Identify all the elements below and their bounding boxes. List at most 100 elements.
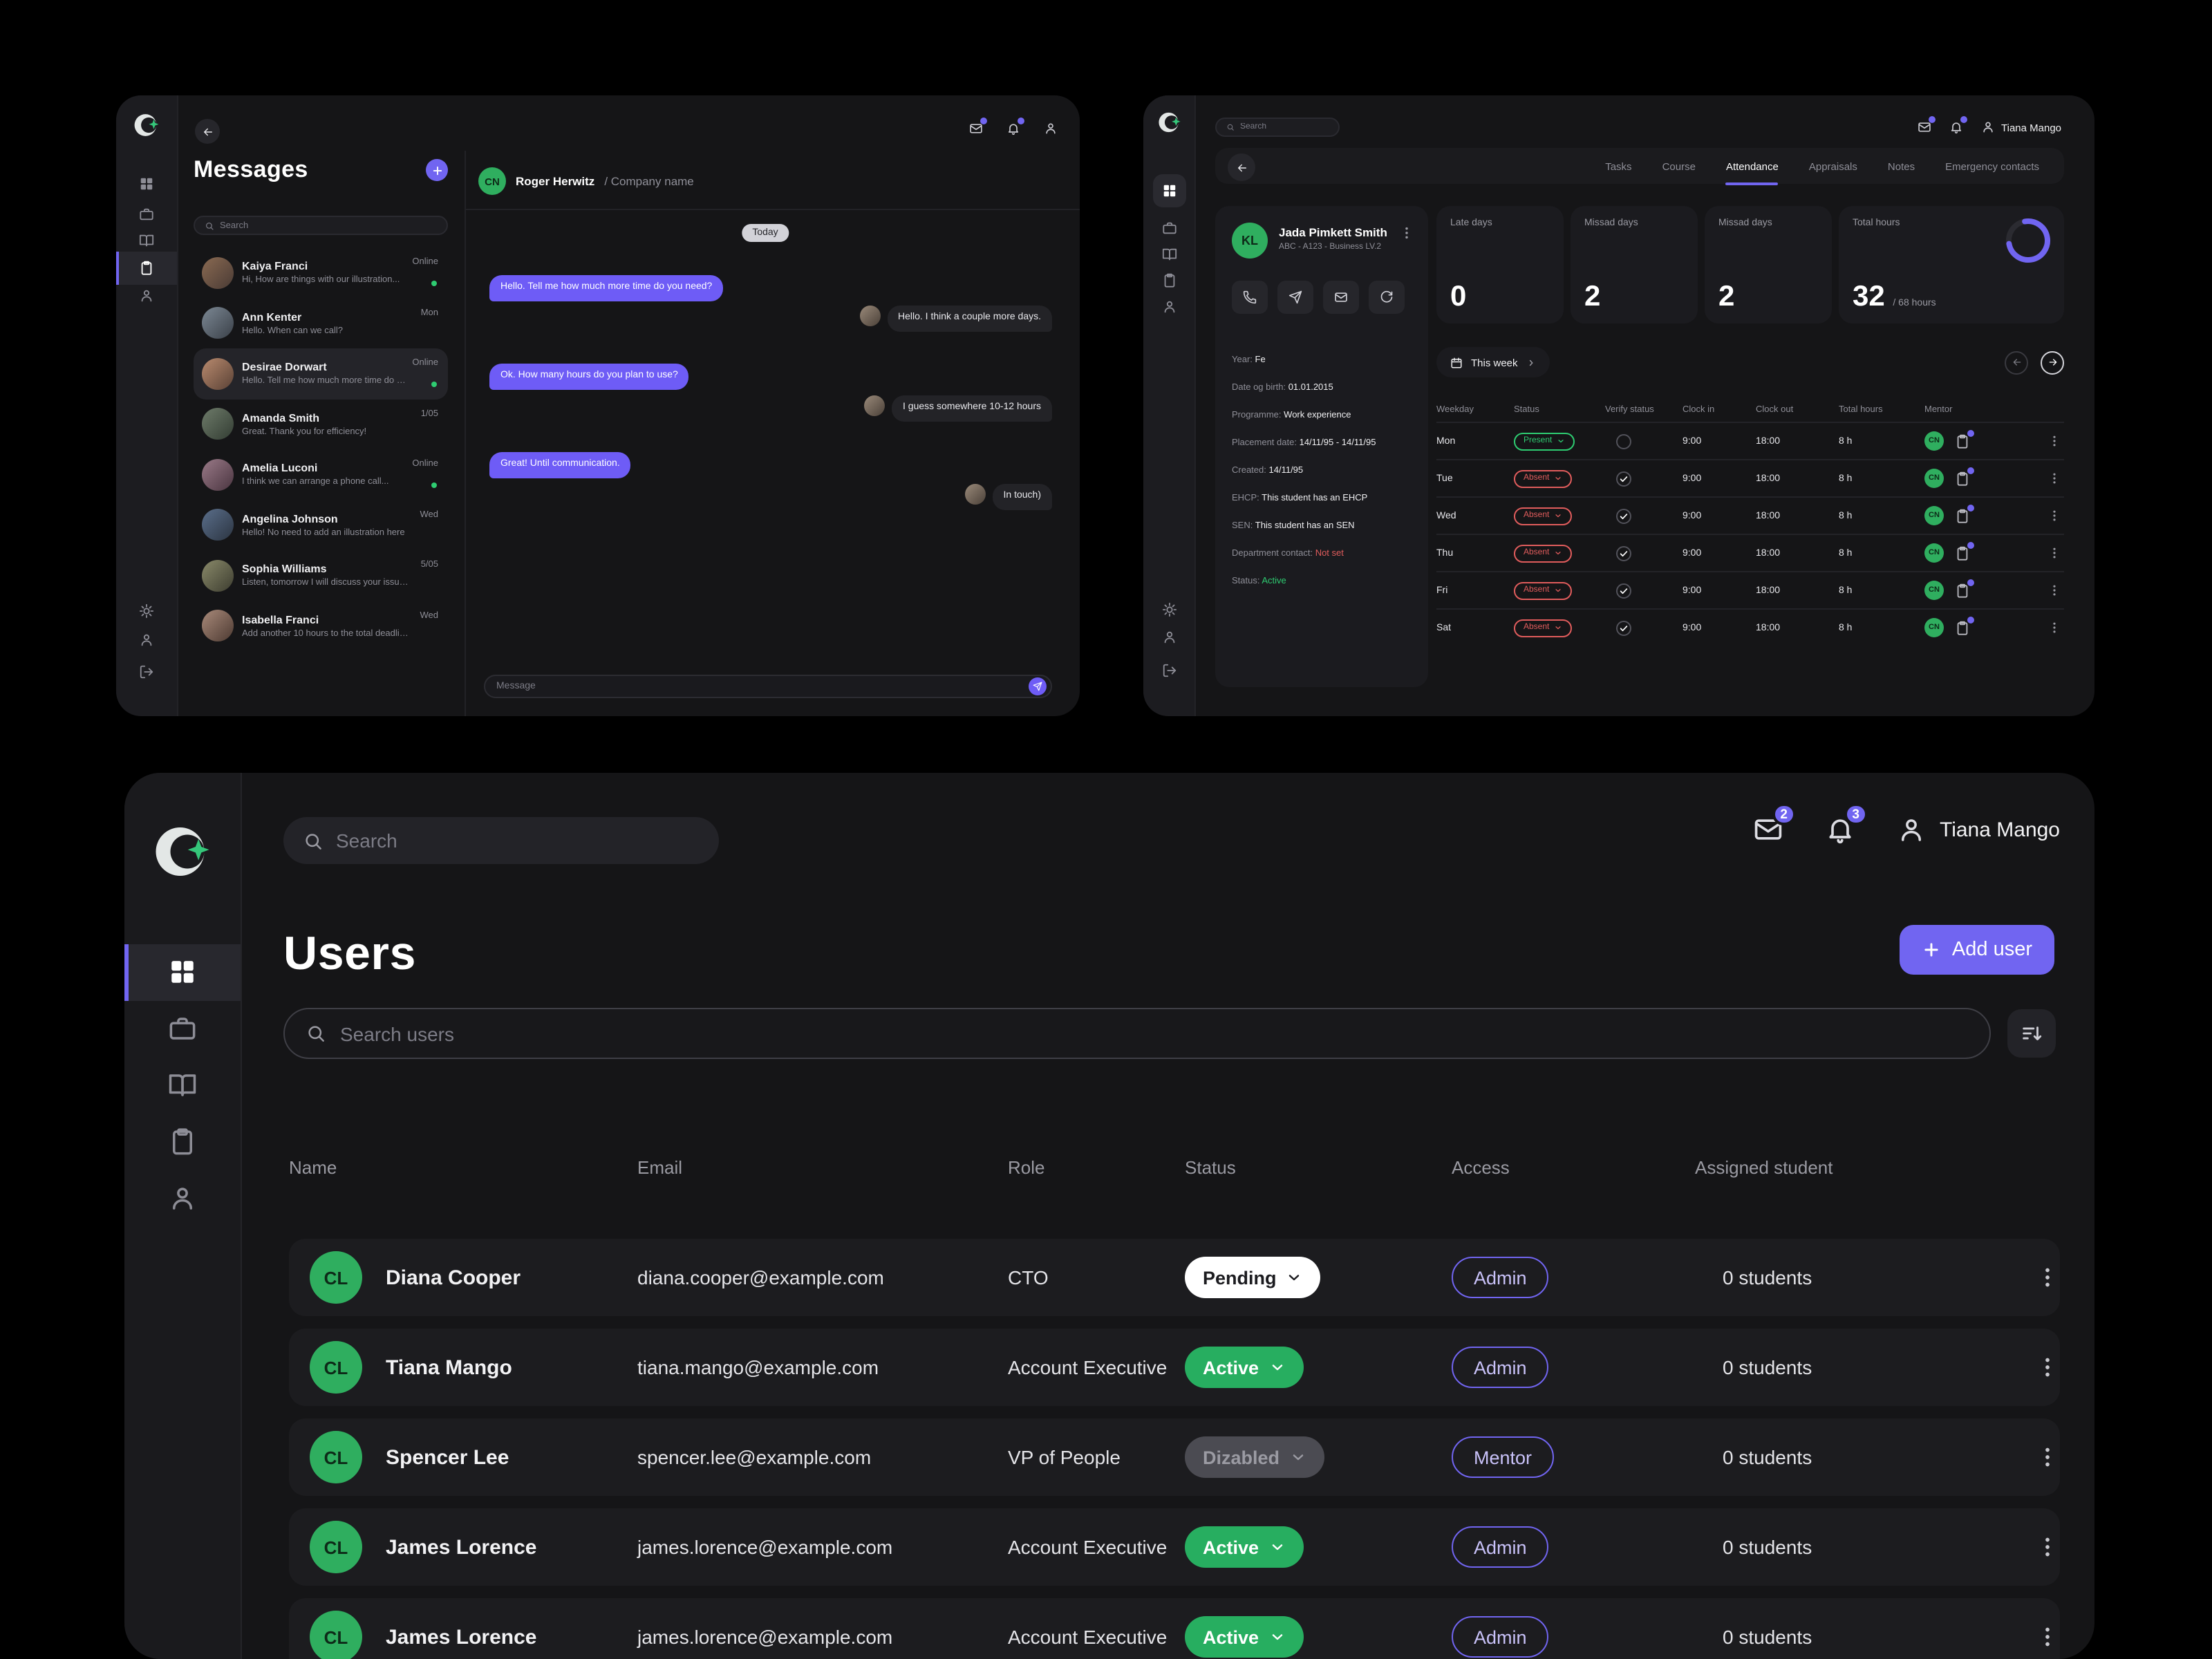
conversations-search[interactable] [194,216,448,235]
new-message-button[interactable] [426,159,448,181]
status-dropdown[interactable]: Active [1185,1347,1304,1388]
mail-button[interactable]: 2 [1753,803,1796,845]
conversation-item[interactable]: Amanda Smith Great. Thank you for efficie… [194,399,448,449]
back-button[interactable] [1228,153,1255,181]
email-button[interactable] [1323,281,1359,314]
verify-checkbox-checked[interactable] [1616,545,1631,561]
users-search-input[interactable] [340,1022,1969,1044]
conversation-item[interactable]: Ann Kenter Hello. When can we call? Mon [194,298,448,348]
conversation-item[interactable]: Isabella Franci Add another 10 hours to t… [194,601,448,651]
users-search[interactable] [283,1008,1991,1059]
status-dropdown[interactable]: Absent [1514,619,1572,637]
next-week-button[interactable] [2041,350,2064,374]
sidebar-item-courses[interactable] [139,233,154,248]
sidebar-item-jobs[interactable] [1161,221,1177,236]
status-dropdown[interactable]: Absent [1514,544,1572,562]
status-dropdown[interactable]: Absent [1514,507,1572,525]
dots-vertical-icon[interactable] [1399,225,1414,241]
access-badge[interactable]: Mentor [1452,1436,1555,1478]
sidebar-item-jobs[interactable] [168,1014,197,1043]
message-button[interactable] [1277,281,1313,314]
row-menu-button[interactable] [2035,1624,2060,1649]
sidebar-item-settings[interactable] [1161,602,1177,617]
schedule-button[interactable] [1955,541,1974,561]
row-menu-button[interactable] [2035,1445,2060,1470]
sidebar-item-students[interactable] [168,1184,197,1213]
conversation-item-selected[interactable]: Desirae Dorwart Hello. Tell me how much m… [194,348,448,399]
message-input[interactable] [496,682,1023,691]
row-menu-button[interactable] [2047,621,2061,635]
previous-week-button[interactable] [2005,350,2028,374]
schedule-button[interactable] [1955,429,1974,449]
sidebar-item-profile[interactable] [139,632,154,648]
sidebar-item-logout[interactable] [139,664,154,679]
profile-button[interactable]: Tiana Mango [1897,815,2060,844]
sidebar-item-dashboard[interactable] [168,957,197,986]
sidebar-item-logout[interactable] [1161,663,1177,678]
global-search[interactable] [1215,118,1340,137]
notifications-button[interactable] [1949,116,1967,134]
sidebar-item-dashboard[interactable] [1161,183,1177,198]
sort-button[interactable] [2007,1009,2056,1058]
schedule-button[interactable] [1955,579,1974,598]
schedule-button[interactable] [1955,467,1974,486]
schedule-button[interactable] [1955,504,1974,523]
verify-checkbox-checked[interactable] [1616,471,1631,486]
access-badge[interactable]: Admin [1452,1616,1549,1658]
sidebar-item-profile[interactable] [1161,630,1177,645]
status-dropdown[interactable]: Dizabled [1185,1436,1324,1478]
sidebar-item-jobs[interactable] [139,207,154,222]
row-menu-button[interactable] [2035,1265,2060,1290]
tab-emergency-contacts[interactable]: Emergency contacts [1945,160,2039,172]
add-user-button[interactable]: Add user [1899,925,2054,975]
status-dropdown[interactable]: Active [1185,1526,1304,1568]
access-badge[interactable]: Admin [1452,1257,1549,1298]
schedule-button[interactable] [1955,616,1974,635]
verify-checkbox-checked[interactable] [1616,508,1631,523]
mail-button[interactable] [969,118,987,135]
back-button[interactable] [195,119,220,144]
row-menu-button[interactable] [2047,434,2061,448]
row-menu-button[interactable] [2047,471,2061,485]
access-badge[interactable]: Admin [1452,1526,1549,1568]
call-button[interactable] [1232,281,1268,314]
verify-checkbox-unchecked[interactable] [1616,433,1631,449]
send-button[interactable] [1029,677,1047,695]
status-dropdown[interactable]: Absent [1514,581,1572,599]
notifications-button[interactable]: 3 [1825,803,1868,845]
conversation-item[interactable]: Amelia Luconi I think we can arrange a ph… [194,449,448,500]
search-input[interactable] [336,830,700,852]
status-dropdown[interactable]: Absent [1514,469,1572,487]
profile-button[interactable]: Tiana Mango [1980,120,2061,134]
profile-button[interactable] [1044,122,1058,135]
sidebar-item-tasks[interactable] [168,1127,197,1156]
sidebar-item-tasks[interactable] [139,261,154,276]
sidebar-item-courses[interactable] [1161,247,1177,262]
verify-checkbox-checked[interactable] [1616,620,1631,635]
status-dropdown[interactable]: Pending [1185,1257,1321,1298]
sidebar-item-settings[interactable] [139,603,154,619]
tab-tasks[interactable]: Tasks [1605,160,1632,172]
row-menu-button[interactable] [2035,1355,2060,1380]
status-dropdown[interactable]: Active [1185,1616,1304,1658]
tab-attendance[interactable]: Attendance [1725,160,1779,185]
refresh-button[interactable] [1369,281,1405,314]
access-badge[interactable]: Admin [1452,1347,1549,1388]
conversation-item[interactable]: Angelina Johnson Hello! No need to add an… [194,500,448,550]
mail-button[interactable] [1917,116,1935,134]
status-dropdown[interactable]: Present [1514,432,1575,450]
sidebar-item-tasks[interactable] [1161,273,1177,288]
verify-checkbox-checked[interactable] [1616,583,1631,598]
search-input[interactable] [220,221,437,230]
global-search[interactable] [283,817,719,864]
conversation-item[interactable]: Sophia Williams Listen, tomorrow I will d… [194,550,448,601]
sidebar-item-courses[interactable] [168,1071,197,1100]
row-menu-button[interactable] [2047,509,2061,523]
sidebar-item-students[interactable] [139,288,154,303]
notifications-button[interactable] [1006,118,1024,135]
search-input[interactable] [1240,123,1329,131]
row-menu-button[interactable] [2035,1535,2060,1559]
row-menu-button[interactable] [2047,546,2061,560]
tab-appraisals[interactable]: Appraisals [1808,160,1857,172]
sidebar-item-students[interactable] [1161,299,1177,315]
